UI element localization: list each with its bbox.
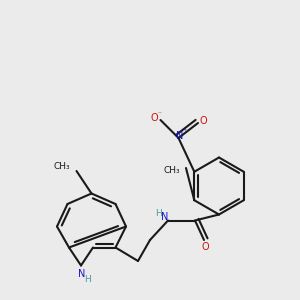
Text: O: O [200, 116, 207, 127]
Text: O: O [151, 112, 158, 123]
Text: ⁺: ⁺ [182, 127, 187, 136]
Text: CH₃: CH₃ [54, 162, 70, 171]
Text: N: N [78, 269, 85, 279]
Text: H: H [84, 275, 90, 284]
Text: H: H [156, 208, 162, 217]
Text: CH₃: CH₃ [163, 166, 180, 175]
Text: N: N [176, 130, 184, 141]
Text: ⁻: ⁻ [158, 109, 162, 118]
Text: O: O [201, 242, 209, 252]
Text: N: N [161, 212, 169, 223]
